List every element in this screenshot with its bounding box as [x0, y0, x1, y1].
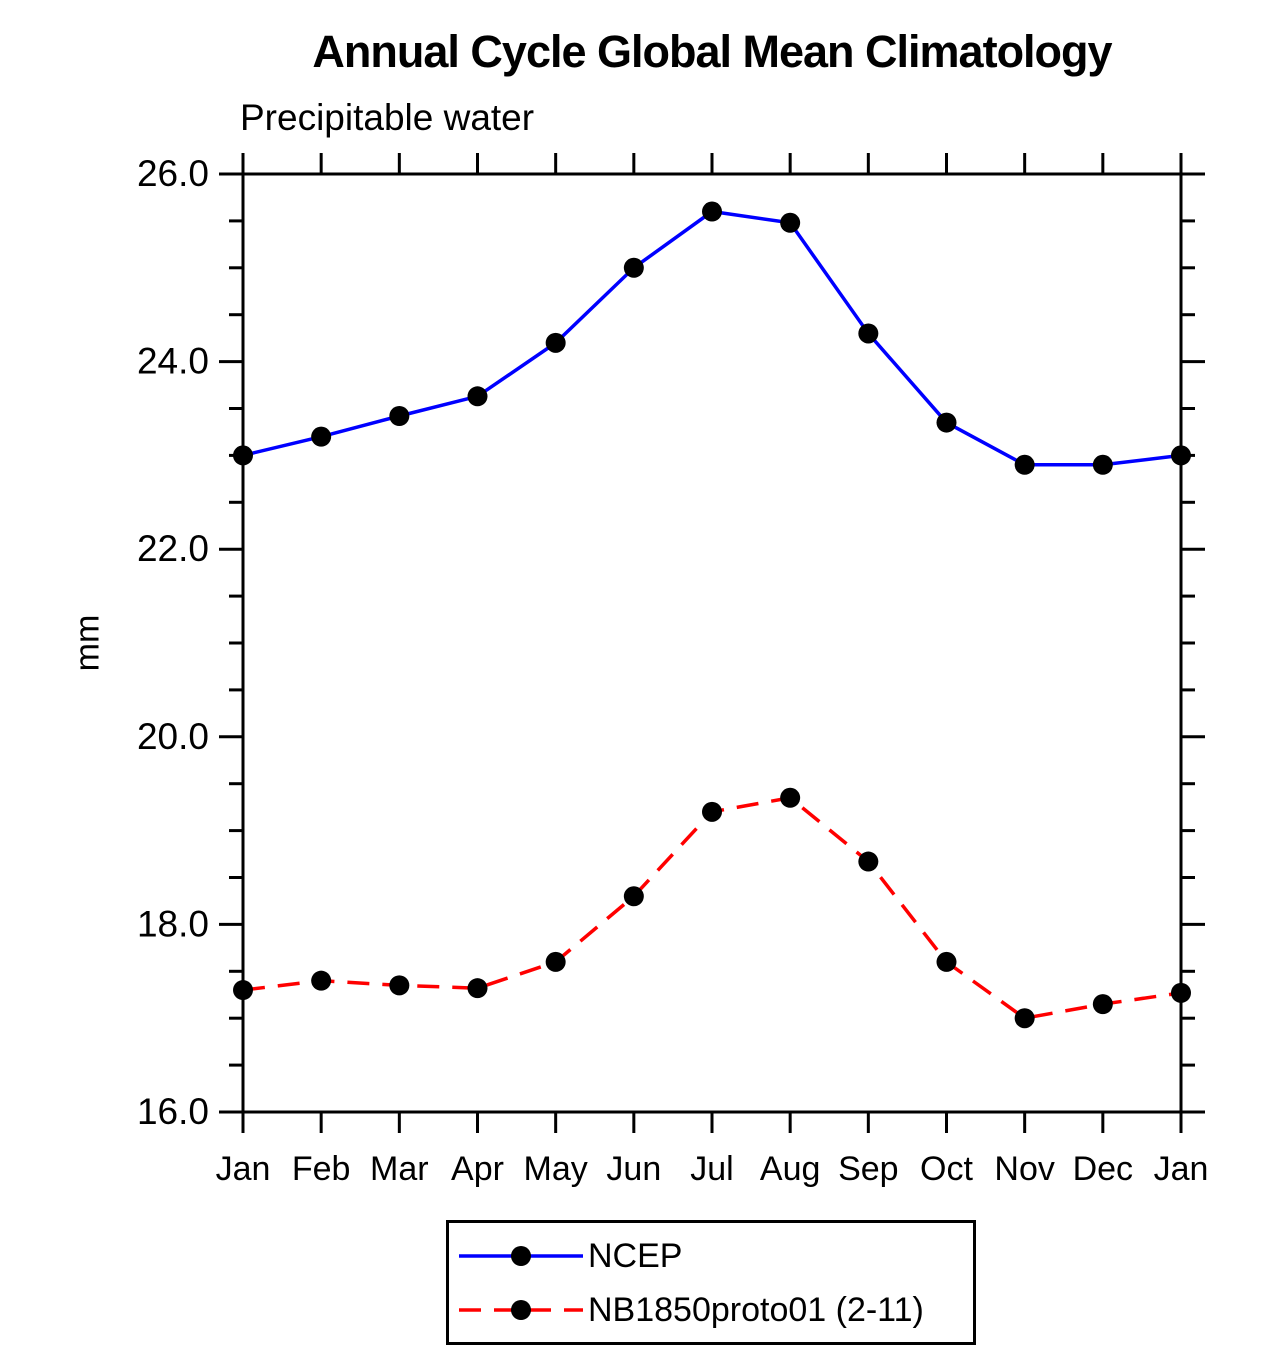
legend-row-nb1850: NB1850proto01 (2-11)	[453, 1290, 973, 1330]
legend-line-sample-dashed	[459, 1299, 583, 1320]
data-point-marker	[1092, 454, 1113, 475]
series-line-nb1850	[242, 795, 1182, 1021]
data-point-marker	[467, 978, 488, 999]
data-point-marker	[702, 201, 722, 222]
data-point-marker	[233, 980, 253, 1001]
data-point-marker	[1171, 982, 1191, 1003]
chart-subtitle: Precipitable water	[240, 97, 535, 138]
data-point-marker	[389, 975, 410, 996]
x-tick-label: Jul	[690, 1150, 733, 1188]
y-tick-label: 20.0	[137, 716, 209, 757]
legend-label-nb1850: NB1850proto01 (2-11)	[588, 1290, 924, 1329]
data-point-marker	[1014, 454, 1035, 475]
data-point-marker	[623, 886, 644, 907]
data-point-marker	[1171, 445, 1191, 466]
chart-title: Annual Cycle Global Mean Climatology	[312, 26, 1112, 77]
legend: NCEP NB1850proto01 (2-11)	[446, 1220, 976, 1345]
data-point-marker	[467, 386, 488, 407]
legend-label-ncep: NCEP	[588, 1236, 683, 1275]
data-point-marker	[1014, 1008, 1035, 1029]
x-tick-label: Dec	[1073, 1150, 1133, 1188]
data-point-marker	[389, 406, 410, 427]
y-tick-label: 16.0	[137, 1091, 209, 1132]
legend-line-sample-solid	[459, 1245, 583, 1266]
x-tick-label: Jan	[216, 1150, 271, 1188]
x-tick-label: Apr	[451, 1150, 504, 1188]
y-tick-label: 22.0	[137, 528, 209, 569]
data-point-marker	[936, 412, 957, 433]
x-tick-label: Feb	[292, 1150, 351, 1188]
x-tick-label: Jan	[1154, 1150, 1209, 1188]
x-tick-label: Sep	[838, 1150, 899, 1188]
series-line-ncep	[242, 209, 1182, 467]
data-point-marker	[780, 212, 801, 233]
data-point-marker	[702, 801, 722, 822]
y-tick-label: 26.0	[137, 153, 209, 194]
x-tick-label: May	[524, 1150, 588, 1188]
data-point-marker	[233, 445, 253, 466]
data-point-marker	[780, 787, 801, 808]
data-point-marker	[623, 257, 644, 278]
data-point-marker	[936, 951, 957, 972]
y-tick-label: 24.0	[137, 341, 209, 382]
data-point-marker	[545, 332, 566, 353]
x-tick-label: Aug	[760, 1150, 821, 1188]
data-point-marker	[858, 323, 879, 344]
data-point-marker	[311, 970, 332, 991]
x-tick-label: Mar	[370, 1150, 429, 1188]
data-point-marker	[1092, 994, 1113, 1015]
legend-row-ncep: NCEP	[453, 1236, 973, 1276]
data-point-marker	[858, 851, 879, 872]
data-point-marker	[311, 426, 332, 447]
x-tick-label: Oct	[920, 1150, 973, 1188]
data-point-marker	[545, 951, 566, 972]
x-tick-label: Jun	[606, 1150, 661, 1188]
x-tick-label: Nov	[994, 1150, 1054, 1188]
y-tick-label: 18.0	[137, 903, 209, 944]
